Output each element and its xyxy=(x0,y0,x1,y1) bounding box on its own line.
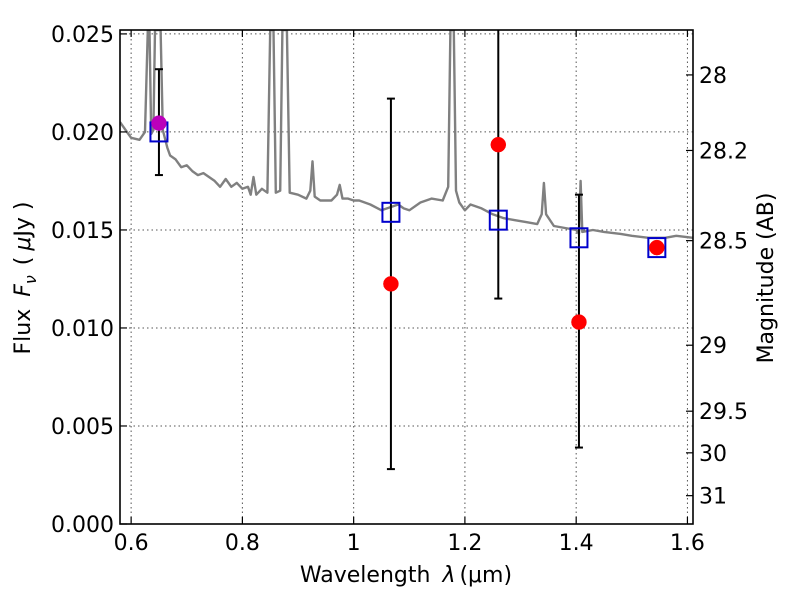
x-tick-label: 1 xyxy=(347,531,361,556)
y-tick-label: 0.010 xyxy=(51,317,114,342)
y2-tick-label: 29.5 xyxy=(699,400,748,425)
model-flux-square xyxy=(647,237,667,259)
y-tick-label: 0.015 xyxy=(51,219,114,244)
x-tick-label: 0.6 xyxy=(114,531,149,556)
x-tick-label: 0.8 xyxy=(225,531,260,556)
model-flux-square xyxy=(381,201,401,223)
x-tick-label: 1.4 xyxy=(559,531,594,556)
y-tick-label: 0.005 xyxy=(51,415,114,440)
observed-flux-point xyxy=(383,276,399,292)
observed-flux-point xyxy=(151,115,167,131)
plot-area xyxy=(120,30,693,471)
y2-tick-label: 28.5 xyxy=(699,230,748,255)
y2-tick-label: 29 xyxy=(699,334,727,359)
observed-flux-point xyxy=(490,136,507,153)
x-tick-label: 1.6 xyxy=(670,531,705,556)
x-tick-label: 1.2 xyxy=(447,531,482,556)
y2-axis-title: Magnitude (AB) xyxy=(754,193,779,364)
observed-flux-point xyxy=(571,314,587,330)
y-axis-title: FluxFν(μJy ) xyxy=(11,201,40,354)
y2-tick-label: 31 xyxy=(699,485,727,510)
grid-lines xyxy=(120,30,693,525)
y-tick-label: 0.020 xyxy=(51,121,114,146)
spectrum-line xyxy=(120,30,693,239)
plot-frame xyxy=(119,29,694,525)
y2-tick-label: 30 xyxy=(699,442,727,467)
axis-ticks xyxy=(120,30,693,525)
x-axis-title: Wavelength λ (μm) xyxy=(300,563,512,588)
model-flux-square xyxy=(569,227,589,249)
model-flux-square xyxy=(488,209,508,231)
y2-tick-label: 28.2 xyxy=(699,139,748,164)
observed-flux-point xyxy=(649,239,665,256)
tick-labels: 0.6 0.8 1 1.2 1.4 1.6 0.000 0.005 0.010 0.015 0.02… xyxy=(51,23,748,556)
y-tick-label: 0.000 xyxy=(51,513,114,538)
y2-tick-label: 28 xyxy=(699,64,727,89)
y-tick-label: 0.025 xyxy=(51,23,114,48)
